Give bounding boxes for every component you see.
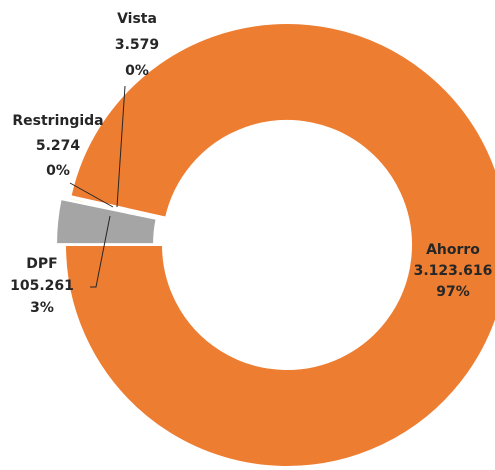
value-label: 105.261	[10, 278, 74, 294]
percentage-label: 0%	[46, 163, 70, 179]
value-label: 3.579	[115, 37, 159, 53]
percentage-label: 3%	[30, 300, 54, 316]
category-label: Restringida	[12, 113, 103, 129]
leader-line	[116, 85, 126, 208]
percentage-label: 97%	[436, 284, 470, 300]
labels: Ahorro 3.123.616 97% DPF 105.261 3% Restringid…	[10, 11, 492, 316]
value-label: 3.123.616	[414, 263, 493, 279]
slice	[63, 22, 495, 468]
percentage-label: 0%	[125, 63, 149, 79]
leader-line	[69, 182, 114, 208]
category-label: Ahorro	[426, 242, 480, 258]
slices	[55, 22, 495, 468]
slice	[68, 195, 168, 220]
value-label: 5.274	[36, 138, 81, 154]
category-label: DPF	[26, 256, 57, 272]
category-label: Vista	[117, 11, 157, 27]
leader-line	[90, 215, 111, 288]
